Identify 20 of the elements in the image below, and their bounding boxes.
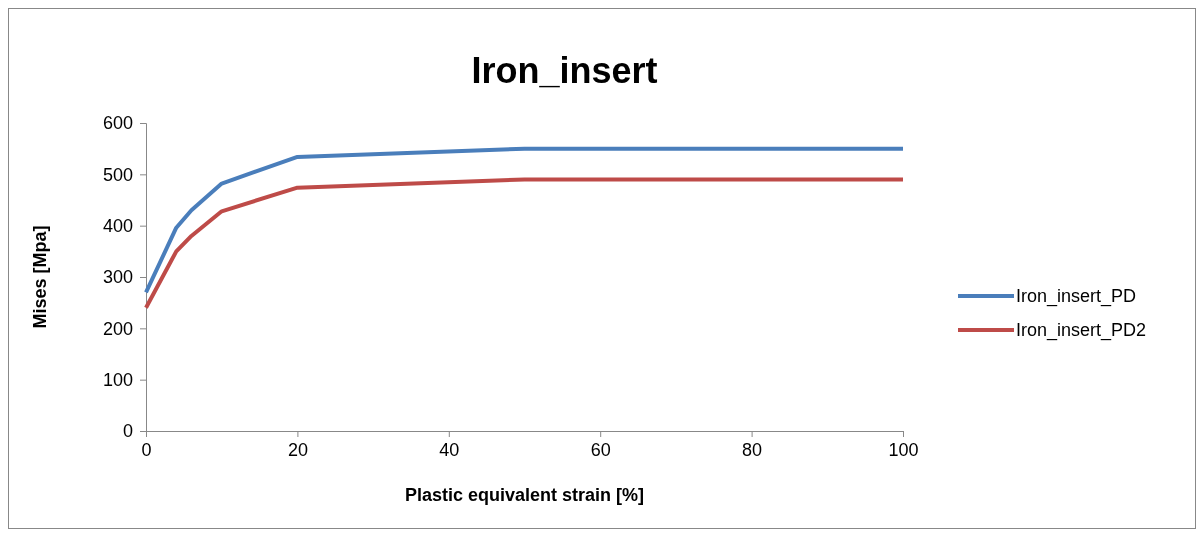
- legend-label: Iron_insert_PD: [1016, 286, 1137, 307]
- y-axis-title: Mises [Mpa]: [30, 225, 50, 329]
- y-tick-label: 100: [102, 369, 133, 390]
- y-tick-label: 200: [102, 318, 133, 339]
- legend-label: Iron_insert_PD2: [1016, 320, 1147, 341]
- line-series: [144, 146, 905, 295]
- y-tick-label: 500: [102, 164, 133, 185]
- x-tick-label: 60: [590, 440, 611, 461]
- y-tick-label: 300: [102, 267, 133, 288]
- x-tick-label: 40: [439, 440, 460, 461]
- chart-title: Iron_insert: [471, 50, 658, 91]
- line-series: [144, 177, 905, 310]
- x-axis-title: Plastic equivalent strain [%]: [404, 485, 645, 505]
- x-tick-label: 80: [742, 440, 763, 461]
- y-tick-label: 600: [102, 113, 133, 134]
- x-tick-label: 20: [287, 440, 308, 461]
- x-tick-label: 0: [141, 440, 152, 461]
- y-tick-label: 400: [102, 215, 133, 236]
- x-tick-label: 100: [888, 440, 919, 461]
- y-tick-label: 0: [122, 421, 133, 442]
